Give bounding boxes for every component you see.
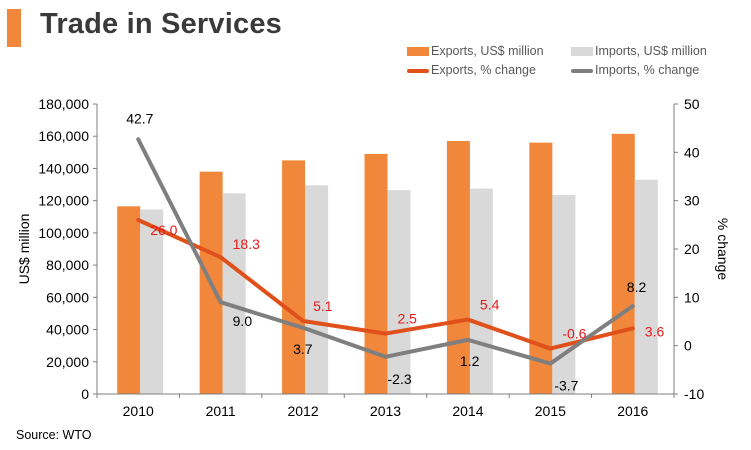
- tick-right-label: -10: [684, 386, 704, 402]
- y-axis-right-title: % change: [715, 218, 731, 280]
- bar-exports-2012: [282, 160, 306, 394]
- label-exports-change: 3.6: [645, 323, 665, 339]
- label-imports-change: 8.2: [627, 279, 647, 295]
- bar-imports-2010: [140, 209, 164, 394]
- bar-imports-2013: [387, 190, 411, 394]
- bar-imports-2016: [634, 179, 658, 394]
- legend-exports-bar-swatch: [407, 47, 429, 57]
- tick-bottom-label: 2010: [123, 403, 154, 419]
- bar-imports-2015: [552, 195, 576, 394]
- line-exports-change: [136, 218, 635, 351]
- label-exports-change: 26.0: [150, 222, 177, 238]
- bar-exports-2015: [529, 142, 553, 394]
- legend-exports-bar-label: Exports, US$ million: [431, 44, 544, 58]
- tick-bottom-label: 2016: [617, 403, 648, 419]
- tick-left-label: 180,000: [38, 96, 89, 112]
- legend-imports-bar-swatch: [571, 47, 593, 57]
- legend-exports-line-swatch: [407, 68, 429, 73]
- tick-bottom-label: 2011: [206, 403, 236, 419]
- label-imports-change: -2.3: [388, 371, 412, 387]
- bar-exports-2016: [611, 133, 635, 395]
- chart-title: Trade in Services: [40, 8, 282, 40]
- label-exports-change: 2.5: [398, 311, 418, 327]
- legend-imports-bar: Imports, US$ million: [571, 44, 707, 58]
- tick-left-label: 120,000: [38, 193, 89, 209]
- tick-right-label: 20: [684, 241, 700, 257]
- legend-imports-line: Imports, % change: [571, 63, 699, 77]
- tick-right-label: 10: [684, 289, 700, 305]
- line-imports-change: [136, 137, 635, 366]
- legend-imports-line-label: Imports, % change: [595, 63, 700, 77]
- y-axis-left-title: US$ million: [16, 214, 32, 285]
- legend-exports-line-label: Exports, % change: [431, 63, 536, 77]
- label-imports-change: 1.2: [460, 353, 480, 369]
- tick-left-label: 20,000: [46, 354, 89, 370]
- label-exports-change: -0.6: [562, 326, 586, 342]
- tick-left-label: 100,000: [38, 225, 89, 241]
- legend-imports-bar-label: Imports, US$ million: [595, 44, 707, 58]
- label-imports-change: 9.0: [233, 313, 253, 329]
- tick-bottom-label: 2015: [535, 403, 566, 419]
- tick-left-label: 160,000: [38, 128, 89, 144]
- label-exports-change: 5.1: [313, 298, 333, 314]
- label-imports-change: 3.7: [293, 341, 313, 357]
- legend-imports-line-swatch: [571, 68, 593, 73]
- tick-left-label: 40,000: [46, 322, 89, 338]
- tick-right-label: 50: [684, 96, 700, 112]
- tick-left-label: 140,000: [38, 160, 89, 176]
- label-exports-change: 18.3: [233, 236, 260, 252]
- tick-left-label: 0: [81, 386, 89, 402]
- label-imports-change: 42.7: [126, 110, 153, 126]
- tick-left-label: 80,000: [46, 257, 89, 273]
- label-imports-change: -3.7: [554, 378, 578, 394]
- tick-bottom-label: 2014: [452, 403, 483, 419]
- tick-bottom-label: 2012: [287, 403, 318, 419]
- bar-exports-2010: [117, 206, 141, 394]
- legend-exports-bar: Exports, US$ million: [407, 44, 544, 58]
- bar-exports-2014: [446, 141, 470, 394]
- label-exports-change: 5.4: [480, 297, 500, 313]
- tick-right-label: 0: [684, 338, 692, 354]
- source-note: Source: WTO: [16, 428, 92, 442]
- title-accent-bar: [7, 9, 21, 47]
- tick-bottom-label: 2013: [370, 403, 401, 419]
- tick-left-label: 60,000: [46, 289, 89, 305]
- bar-imports-2011: [222, 193, 246, 394]
- legend-exports-line: Exports, % change: [407, 63, 536, 77]
- bar-imports-2012: [305, 185, 329, 394]
- tick-right-label: 30: [684, 193, 700, 209]
- tick-right-label: 40: [684, 144, 700, 160]
